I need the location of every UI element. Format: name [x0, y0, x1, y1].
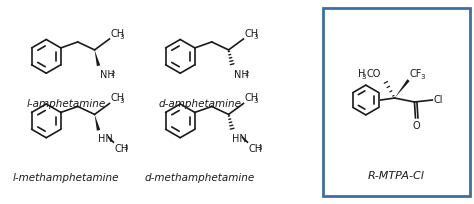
Text: O: O	[413, 120, 420, 130]
Text: d-methamphetamine: d-methamphetamine	[145, 173, 255, 183]
Polygon shape	[95, 115, 100, 131]
Text: 3: 3	[362, 74, 366, 80]
Text: CH: CH	[110, 29, 125, 39]
Text: Cl: Cl	[433, 95, 443, 104]
Text: CH: CH	[110, 93, 125, 103]
Text: 3: 3	[254, 34, 258, 40]
Text: 3: 3	[123, 144, 128, 150]
Text: 3: 3	[254, 98, 258, 104]
Text: HN: HN	[98, 134, 112, 144]
Text: CO: CO	[367, 69, 381, 79]
FancyBboxPatch shape	[323, 9, 470, 196]
Text: l-methamphetamine: l-methamphetamine	[13, 173, 119, 183]
Text: CH: CH	[248, 143, 263, 153]
Text: 3: 3	[119, 34, 124, 40]
Text: 3: 3	[420, 74, 425, 80]
Text: 2: 2	[110, 70, 115, 76]
Text: R-MTPA-Cl: R-MTPA-Cl	[368, 171, 425, 181]
Text: CH: CH	[245, 29, 259, 39]
Text: CF: CF	[410, 69, 422, 79]
Polygon shape	[95, 51, 100, 67]
Text: CH: CH	[245, 93, 259, 103]
Text: CH: CH	[114, 143, 128, 153]
Text: 3: 3	[119, 98, 124, 104]
Text: H: H	[358, 69, 365, 79]
Text: NH: NH	[234, 69, 248, 79]
Polygon shape	[394, 80, 410, 99]
Text: l-amphetamine: l-amphetamine	[27, 99, 106, 109]
Text: 2: 2	[245, 70, 249, 76]
Text: d-amphetamine: d-amphetamine	[159, 99, 242, 109]
Text: HN: HN	[232, 134, 246, 144]
Text: 3: 3	[257, 144, 262, 150]
Text: NH: NH	[100, 69, 114, 79]
